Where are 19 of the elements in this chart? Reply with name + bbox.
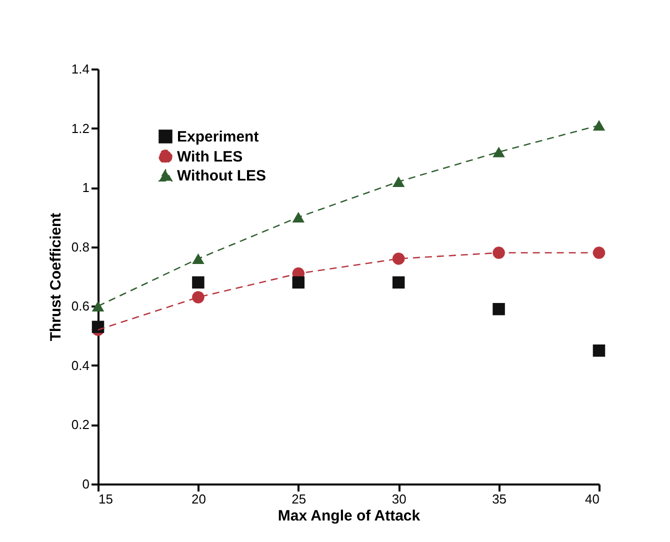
x-tick-label: 40 <box>585 492 600 506</box>
x-tick-label: 30 <box>392 492 406 506</box>
y-tick-label: 1.4 <box>71 62 90 76</box>
legend-label: With LES <box>177 148 243 166</box>
y-axis-title: Thrust Coefficient <box>47 212 64 342</box>
y-tick-label: 1 <box>82 180 90 196</box>
y-tick-label: 0.6 <box>71 298 90 314</box>
y-tick-label: 0.8 <box>71 239 90 254</box>
x-tick-label: 15 <box>98 492 113 506</box>
x-tick-label: 20 <box>191 492 206 506</box>
y-tick-label: 0.2 <box>71 417 90 432</box>
x-tick-label: 25 <box>292 492 306 506</box>
x-tick-label: 35 <box>492 492 507 506</box>
y-tick-label: 0.4 <box>71 358 90 373</box>
legend-label: Without LES <box>177 168 266 184</box>
x-axis-title: Max Angle of Attack <box>278 508 421 524</box>
y-tick-label: 0 <box>82 476 90 492</box>
y-tick-label: 1.2 <box>71 120 90 136</box>
legend-label: Experiment <box>177 128 259 146</box>
